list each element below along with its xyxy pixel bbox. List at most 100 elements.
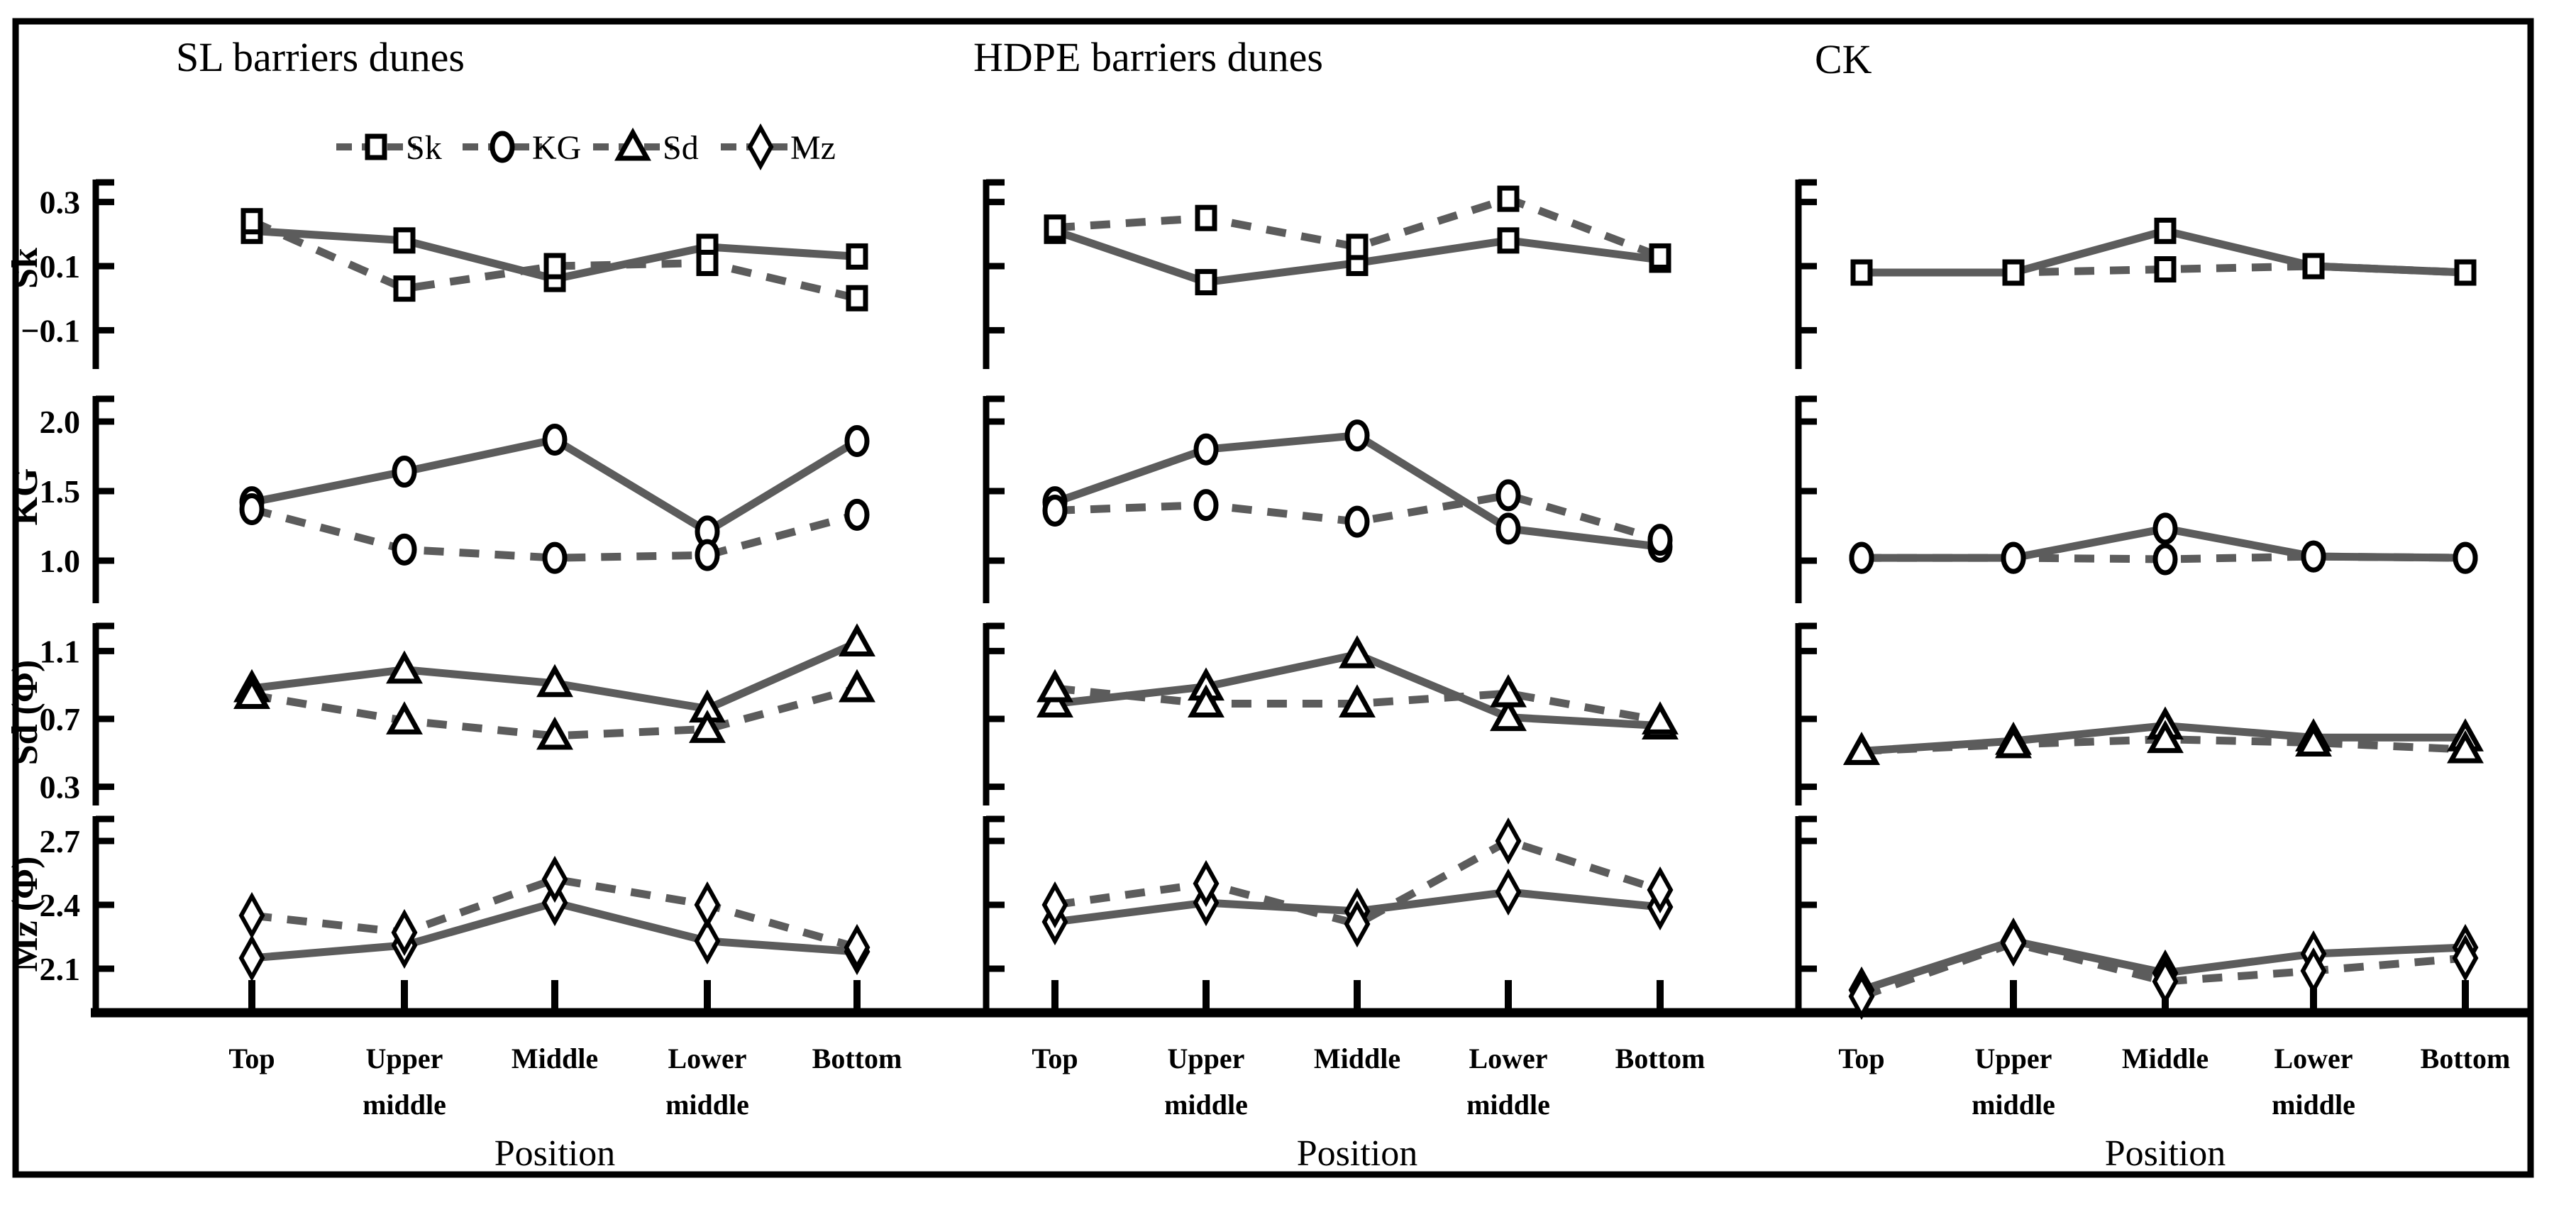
- x-tick-label: Upper: [1975, 1043, 2052, 1074]
- data-marker-square: [2454, 259, 2477, 286]
- legend-item-sk: Sk: [336, 129, 442, 167]
- x-tick-label: Middle: [2122, 1043, 2209, 1074]
- data-marker-square: [1346, 233, 1369, 260]
- data-marker-circle: [844, 498, 870, 531]
- y-tick-label: 0.7: [40, 701, 81, 737]
- subplot-SL-barriers-dunes-KG: [239, 423, 870, 574]
- x-tick-label: Upper: [366, 1043, 443, 1074]
- x-tick-label-line2: middle: [1972, 1089, 2055, 1121]
- data-marker-triangle: [1037, 684, 1073, 717]
- y-tick-label: 1.1: [40, 633, 81, 669]
- x-tick-label: Bottom: [2421, 1043, 2511, 1074]
- y-axis-label-sk: Sk: [5, 248, 45, 289]
- series-line-dashed: [250, 217, 858, 302]
- y-tick-label: 2.1: [40, 951, 81, 987]
- x-axis-label-ck: Position: [2105, 1133, 2226, 1174]
- x-tick-label: Upper: [1168, 1043, 1245, 1074]
- data-marker-triangle: [1490, 673, 1527, 708]
- x-tick-label-line2: middle: [2272, 1089, 2355, 1121]
- legend: Sk KG Sd Mz: [336, 123, 836, 171]
- legend-circle-icon: [463, 131, 542, 163]
- data-marker-triangle: [1995, 725, 2032, 759]
- x-tick-label: Lower: [1469, 1043, 1547, 1074]
- data-marker-square: [1195, 204, 1217, 231]
- y-tick-label: 0.1: [40, 248, 81, 285]
- x-tick-label: Middle: [1314, 1043, 1400, 1074]
- x-axis-label-sl: Position: [494, 1133, 616, 1174]
- legend-triangle-icon: [614, 127, 651, 161]
- data-marker-circle: [1496, 479, 1521, 512]
- subplot-CK-Sd: [1843, 706, 2484, 765]
- series-line-dashed: [1861, 735, 2466, 755]
- data-marker-square: [393, 275, 416, 302]
- x-tick-label: Top: [1838, 1043, 1884, 1074]
- data-marker-triangle: [1843, 732, 1880, 765]
- subplot-HDPE-barriers-dunes-KG: [1042, 419, 1673, 563]
- legend-item-mz: Mz: [721, 123, 836, 171]
- data-marker-triangle: [1642, 701, 1679, 735]
- data-marker-square: [543, 253, 566, 280]
- data-marker-circle: [2001, 541, 2026, 574]
- data-marker-diamond: [694, 917, 721, 965]
- legend-diamond-icon: [721, 123, 800, 171]
- x-tick-label-line2: middle: [1466, 1089, 1550, 1121]
- data-marker-square: [1850, 259, 1873, 286]
- data-marker-circle: [1344, 419, 1370, 452]
- y-tick-label: 2.7: [40, 823, 81, 859]
- data-marker-diamond: [2452, 934, 2479, 982]
- panel-title-sl: SL barriers dunes: [176, 34, 465, 80]
- data-marker-circle: [2152, 512, 2178, 545]
- y-tick-label: 2.0: [40, 404, 81, 440]
- data-marker-square: [2302, 253, 2325, 280]
- data-marker-diamond: [391, 908, 418, 957]
- panel-title-ck: CK: [1815, 36, 1872, 82]
- subplot-HDPE-barriers-dunes-Sk: [1044, 185, 1671, 296]
- x-tick-label: Bottom: [1615, 1043, 1706, 1074]
- data-marker-diamond: [2300, 947, 2327, 995]
- y-tick-label: 0.3: [40, 769, 81, 805]
- x-tick-label: Lower: [2274, 1043, 2353, 1074]
- data-marker-circle: [1193, 489, 1219, 522]
- data-marker-square: [241, 208, 263, 235]
- x-tick-label-line2: middle: [363, 1089, 446, 1121]
- legend-label-mz: Mz: [790, 129, 836, 167]
- y-tick-label: 1.0: [40, 543, 81, 579]
- y-axis-label-sd: Sd (Φ): [5, 660, 45, 766]
- x-tick-label: Bottom: [812, 1043, 902, 1074]
- data-marker-circle: [392, 456, 417, 488]
- data-marker-triangle: [1490, 698, 1527, 732]
- data-marker-triangle: [2147, 720, 2184, 754]
- data-marker-triangle: [1339, 684, 1376, 717]
- x-tick-label: Top: [228, 1043, 275, 1074]
- data-marker-triangle: [2447, 730, 2484, 764]
- data-marker-triangle: [1339, 634, 1376, 669]
- panel-title-hdpe: HDPE barriers dunes: [973, 34, 1323, 80]
- data-marker-circle: [1042, 494, 1068, 527]
- data-marker-circle: [1849, 541, 1874, 574]
- x-tick-label: Middle: [512, 1043, 598, 1074]
- data-marker-diamond: [1344, 900, 1371, 948]
- data-marker-square: [2154, 256, 2177, 283]
- data-marker-circle: [695, 539, 720, 571]
- data-marker-circle: [2152, 543, 2178, 576]
- series-line-dashed: [250, 505, 858, 562]
- y-tick-label: −0.1: [21, 312, 80, 348]
- series-line-dashed: [251, 684, 858, 740]
- data-marker-square: [696, 249, 719, 276]
- data-marker-triangle: [839, 623, 875, 656]
- data-marker-triangle: [2295, 723, 2332, 757]
- data-marker-square: [393, 227, 416, 254]
- data-marker-diamond: [694, 881, 721, 929]
- legend-label-sk: Sk: [406, 129, 442, 167]
- data-marker-diamond: [2152, 957, 2179, 1006]
- data-marker-square: [1497, 227, 1520, 254]
- series-line-dashed: [1860, 939, 2466, 1001]
- data-marker-triangle: [386, 701, 423, 735]
- subplot-SL-barriers-dunes-Sk: [241, 208, 868, 312]
- data-marker-diamond: [1495, 817, 1522, 865]
- data-marker-square: [846, 285, 868, 312]
- y-axis-label-mz: Mz (Φ): [5, 857, 45, 972]
- subplot-SL-barriers-dunes-Mz: [238, 855, 870, 982]
